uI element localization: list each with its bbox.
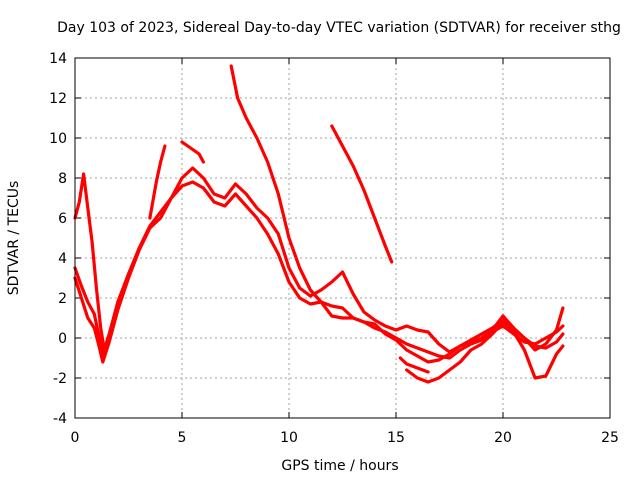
series-layer (73, 64, 565, 384)
y-tick-label: 12 (49, 91, 67, 107)
x-tick-label: 10 (280, 430, 298, 446)
x-tick-label: 20 (494, 430, 512, 446)
y-tick-label: 2 (58, 291, 67, 307)
y-tick-label: 14 (49, 51, 67, 67)
series-line-arc-8 (405, 320, 565, 384)
series-line-arc-9 (398, 356, 430, 374)
series-line-arc-3 (73, 172, 107, 356)
series-line-arc-2 (73, 166, 565, 364)
series-line-arc-4 (148, 144, 167, 220)
y-tick-label: -4 (53, 411, 67, 427)
x-tick-label: 15 (387, 430, 405, 446)
series-line-arc-7 (330, 124, 394, 264)
y-tick-label: 6 (58, 211, 67, 227)
y-axis-title: SDTVAR / TECUs (6, 181, 22, 296)
y-tick-label: 10 (49, 131, 67, 147)
plot-frame (74, 57, 611, 419)
x-tick-label: 0 (71, 430, 80, 446)
x-tick-label: 5 (178, 430, 187, 446)
y-tick-label: -2 (53, 371, 67, 387)
series-line-arc-5 (180, 140, 205, 164)
chart-title: Day 103 of 2023, Sidereal Day-to-day VTE… (57, 20, 621, 36)
y-tick-label: 0 (58, 331, 67, 347)
y-tick-label: 8 (58, 171, 67, 187)
x-axis-title: GPS time / hours (281, 458, 398, 474)
x-tick-label: 25 (601, 430, 619, 446)
y-tick-label: 4 (58, 251, 67, 267)
